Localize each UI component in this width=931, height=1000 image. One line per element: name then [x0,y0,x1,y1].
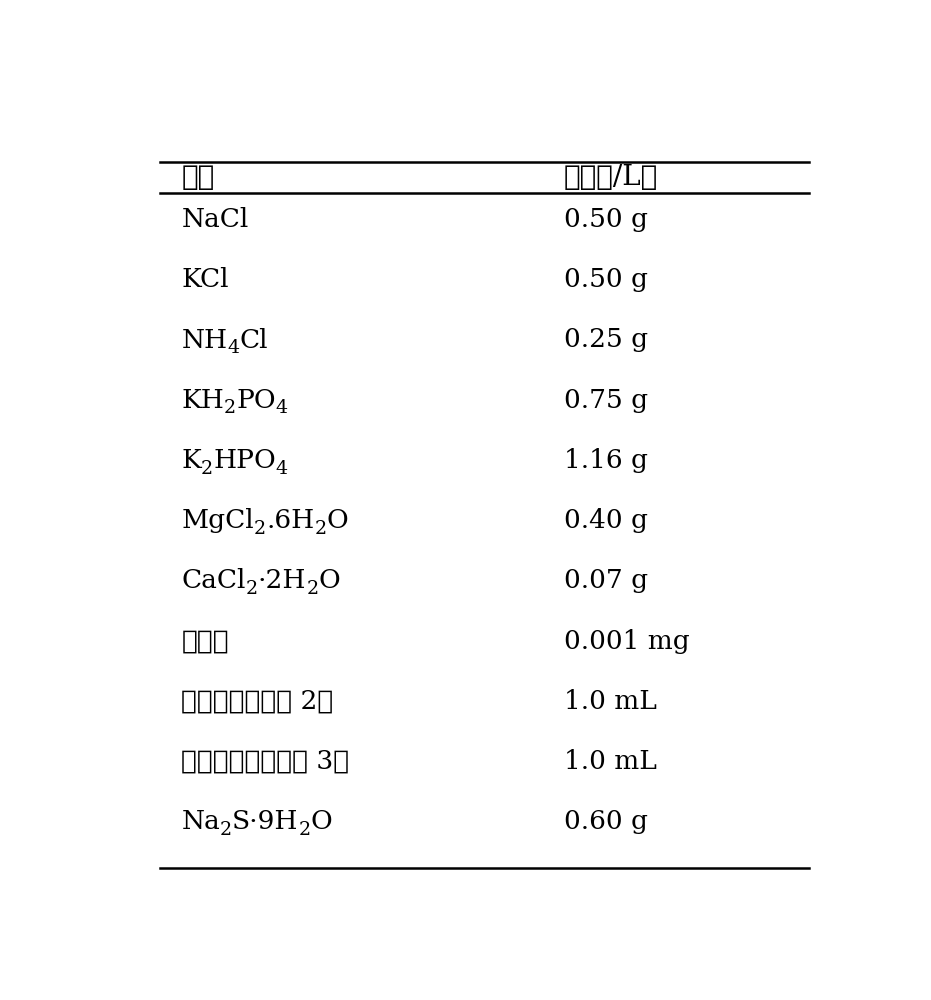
Text: 4: 4 [276,399,288,417]
Text: 0.60 g: 0.60 g [563,809,648,834]
Text: 0.001 mg: 0.001 mg [563,629,690,654]
Text: 2: 2 [315,520,327,538]
Text: NaCl: NaCl [182,207,249,232]
Text: 2: 2 [201,460,213,478]
Text: 2: 2 [306,580,318,598]
Text: 1.0 mL: 1.0 mL [563,749,656,774]
Text: 0.50 g: 0.50 g [563,267,648,292]
Text: O: O [318,568,340,593]
Text: 0.40 g: 0.40 g [563,508,648,533]
Text: 1.0 mL: 1.0 mL [563,689,656,714]
Text: 物质: 物质 [182,164,214,191]
Text: CaCl: CaCl [182,568,246,593]
Text: .6H: .6H [266,508,315,533]
Text: 0.25 g: 0.25 g [563,328,648,353]
Text: K: K [182,448,201,473]
Text: 1.16 g: 1.16 g [563,448,648,473]
Text: MgCl: MgCl [182,508,254,533]
Text: KCl: KCl [182,267,229,292]
Text: 0.75 g: 0.75 g [563,388,648,413]
Text: 微量元素（详见表 3）: 微量元素（详见表 3） [182,749,349,774]
Text: S·9H: S·9H [232,809,299,834]
Text: O: O [311,809,332,834]
Text: Na: Na [182,809,220,834]
Text: KH: KH [182,388,224,413]
Text: O: O [327,508,348,533]
Text: ·2H: ·2H [258,568,306,593]
Text: 刃天青: 刃天青 [182,629,229,654]
Text: 0.07 g: 0.07 g [563,568,648,593]
Text: 2: 2 [246,580,258,598]
Text: 0.50 g: 0.50 g [563,207,648,232]
Text: 4: 4 [227,339,239,357]
Text: 浓度（/L）: 浓度（/L） [563,164,658,191]
Text: 2: 2 [254,520,266,538]
Text: Cl: Cl [239,328,268,353]
Text: 4: 4 [276,460,288,478]
Text: PO: PO [236,388,276,413]
Text: 2: 2 [299,821,311,839]
Text: NH: NH [182,328,227,353]
Text: HPO: HPO [213,448,276,473]
Text: 2: 2 [220,821,232,839]
Text: 维生素（详见表 2）: 维生素（详见表 2） [182,689,333,714]
Text: 2: 2 [224,399,236,417]
